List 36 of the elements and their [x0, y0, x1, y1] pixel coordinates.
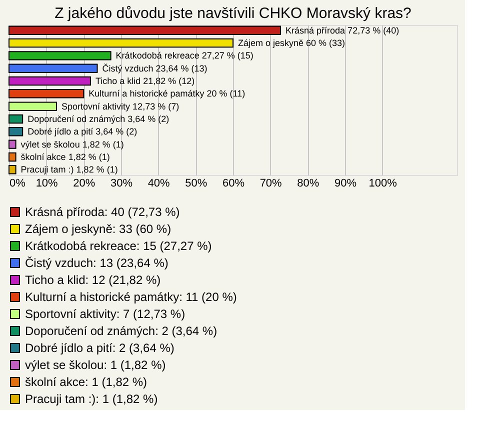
- data-label: Čistý vzduch 23,64 % (13): [102, 63, 208, 74]
- x-tick-label: 40%: [148, 178, 170, 190]
- data-label: Dobré jídlo a pití 3,64 % (2): [28, 126, 138, 137]
- legend-label: Kulturní a historické památky: 11 (20 %): [25, 290, 237, 304]
- data-label: Zájem o jeskyně 60 % (33): [238, 38, 346, 48]
- legend-label: Ticho a klid: 12 (21,82 %): [25, 273, 161, 287]
- x-tick-label: 10%: [36, 178, 58, 190]
- legend-label: Pracuji tam :): 1 (1,82 %): [25, 392, 158, 406]
- legend-label: Sportovní aktivity: 7 (12,73 %): [25, 307, 186, 321]
- data-label: Ticho a klid 21,82 % (12): [95, 76, 195, 86]
- legend-label: Krásná příroda: 40 (72,73 %): [25, 205, 180, 219]
- x-tick-label: 0%: [10, 178, 26, 190]
- legend-label: Doporučení od známých: 2 (3,64 %): [25, 324, 218, 338]
- data-label: Doporučení od známých 3,64 % (2): [28, 114, 170, 124]
- chart-title: Z jakého důvodu jste navštívili CHKO Moravský kras?: [54, 5, 412, 22]
- legend-label: výlet se školou: 1 (1,82 %): [25, 358, 166, 372]
- data-label: Sportovní aktivity 12,73 % (7): [62, 101, 180, 112]
- legend-label: Čistý vzduch: 13 (23,64 %): [25, 256, 168, 270]
- data-label: Kulturní a historické památky 20 % (11): [88, 88, 246, 99]
- x-tick-label: 20%: [73, 178, 96, 190]
- x-tick-label: 100%: [368, 178, 398, 190]
- data-label: výlet se školou 1,82 % (1): [20, 139, 124, 150]
- data-label: Krátkodobá rekreace 27,27 % (15): [116, 50, 254, 61]
- legend-label: Krátkodobá rekreace: 15 (27,27 %): [25, 239, 212, 253]
- x-tick-label: 30%: [110, 178, 133, 190]
- legend-label: Zájem o jeskyně: 33 (60 %): [25, 222, 172, 236]
- x-tick-label: 90%: [334, 178, 357, 190]
- x-tick-label: 80%: [297, 178, 320, 190]
- data-label: školní akce 1,82 % (1): [20, 152, 110, 162]
- data-label: Pracuji tam :) 1,82 % (1): [20, 164, 118, 175]
- x-tick-label: 60%: [222, 178, 245, 190]
- x-tick-label: 50%: [185, 178, 208, 190]
- legend-label: Dobré jídlo a pití: 2 (3,64 %): [25, 341, 174, 355]
- legend-label: školní akce: 1 (1,82 %): [25, 375, 148, 389]
- x-tick-label: 70%: [260, 178, 282, 190]
- data-label: Krásná příroda 72,73 % (40): [286, 25, 400, 36]
